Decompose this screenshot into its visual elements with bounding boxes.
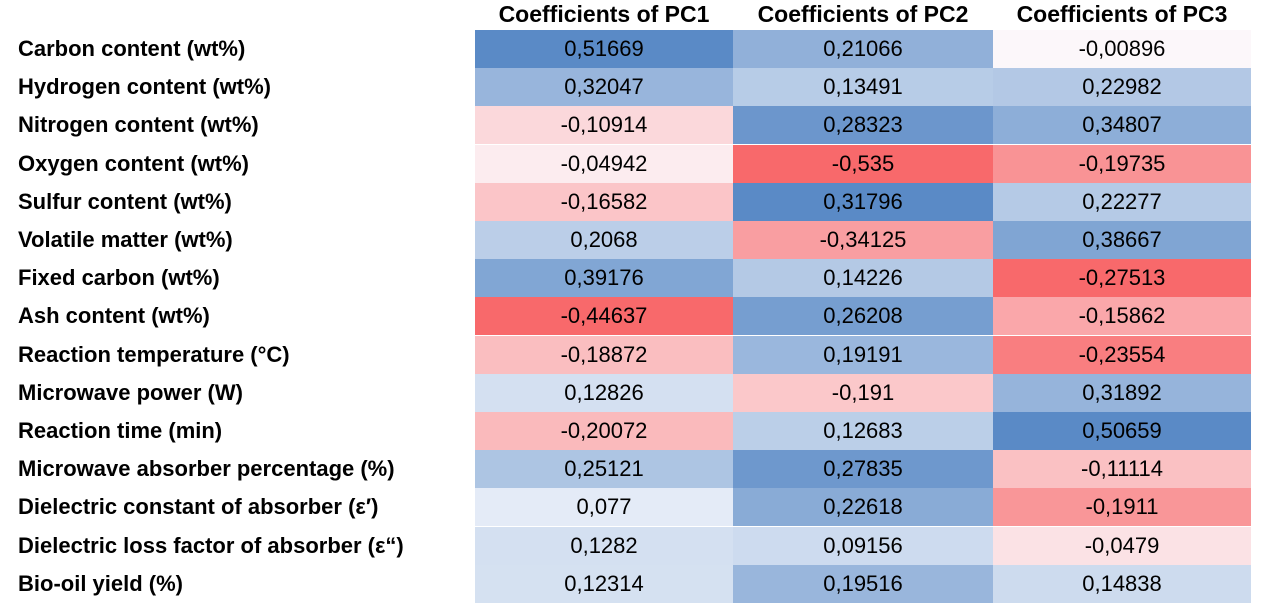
heatmap-cell: 0,12826 (475, 373, 733, 412)
heatmap-cell: 0,21066 (733, 30, 993, 68)
heatmap-cell: -0,16582 (475, 182, 733, 221)
row-label: Oxygen content (wt%) (18, 150, 250, 176)
heatmap-cell: 0,38667 (993, 221, 1251, 259)
heatmap-cell: -0,18872 (475, 335, 733, 374)
heatmap-cell: 0,14838 (993, 564, 1251, 603)
row-label: Fixed carbon (wt%) (18, 265, 220, 291)
heatmap-cell: 0,31892 (993, 373, 1251, 412)
heatmap-cell: 0,12314 (475, 564, 733, 603)
heatmap-cell: -0,00896 (993, 30, 1251, 68)
heatmap-cell: 0,31796 (733, 182, 993, 221)
heatmap-cell: -0,15862 (993, 297, 1251, 336)
heatmap-cell: -0,1911 (993, 488, 1251, 527)
row-label: Reaction time (min) (18, 418, 223, 443)
row-label: Bio-oil yield (%) (18, 570, 183, 596)
heatmap-cell: 0,32047 (475, 68, 733, 107)
heatmap-cell: 0,22982 (993, 68, 1251, 107)
row-label: Ash content (wt%) (18, 303, 210, 329)
heatmap-cell: -0,11114 (993, 450, 1251, 489)
heatmap-cell: 0,2068 (475, 221, 733, 259)
heatmap-cell: -0,535 (733, 144, 993, 183)
heatmap-cell: 0,22277 (993, 182, 1251, 221)
row-label: Reaction temperature (°C) (18, 341, 290, 367)
row-label: Dielectric constant of absorber (ε′) (18, 494, 379, 520)
heatmap-cell: -0,0479 (993, 526, 1251, 565)
heatmap-cell: -0,10914 (475, 106, 733, 145)
heatmap-cell: 0,34807 (993, 106, 1251, 145)
row-label: Dielectric loss factor of absorber (ε“) (18, 532, 404, 558)
heatmap-cell: -0,20072 (475, 412, 733, 450)
row-label: Microwave absorber percentage (%) (18, 456, 395, 482)
heatmap-cell: -0,19735 (993, 144, 1251, 183)
heatmap-cell: 0,12683 (733, 412, 993, 450)
heatmap-cell: 0,39176 (475, 259, 733, 298)
row-label: Sulfur content (wt%) (18, 188, 232, 214)
column-header-pc3: Coefficients of PC3 (1016, 1, 1228, 27)
heatmap-cell: 0,22618 (733, 488, 993, 527)
heatmap-cell: -0,34125 (733, 221, 993, 259)
row-label: Hydrogen content (wt%) (18, 74, 271, 100)
heatmap-cell: 0,26208 (733, 297, 993, 336)
heatmap-cell: -0,04942 (475, 144, 733, 183)
row-label: Volatile matter (wt%) (18, 227, 233, 252)
heatmap-cell: -0,23554 (993, 335, 1251, 374)
heatmap-cell: 0,19191 (733, 335, 993, 374)
row-label: Nitrogen content (wt%) (18, 112, 259, 138)
heatmap-cell: 0,28323 (733, 106, 993, 145)
row-label: Microwave power (W) (18, 379, 243, 405)
heatmap-cell: 0,19516 (733, 564, 993, 603)
heatmap-cell: 0,1282 (475, 526, 733, 565)
heatmap-cell: -0,27513 (993, 259, 1251, 298)
heatmap-cell: 0,51669 (475, 30, 733, 68)
heatmap-cell: 0,09156 (733, 526, 993, 565)
heatmap-cell: 0,077 (475, 488, 733, 527)
heatmap-cell: 0,25121 (475, 450, 733, 489)
column-header-pc2: Coefficients of PC2 (757, 1, 969, 27)
heatmap-cell: -0,191 (733, 373, 993, 412)
heatmap-cell: 0,27835 (733, 450, 993, 489)
row-label: Carbon content (wt%) (18, 36, 246, 61)
column-header-pc1: Coefficients of PC1 (498, 1, 710, 27)
heatmap-cell: -0,44637 (475, 297, 733, 336)
heatmap-cell: 0,14226 (733, 259, 993, 298)
heatmap-cell: 0,13491 (733, 68, 993, 107)
heatmap-cell: 0,50659 (993, 412, 1251, 450)
